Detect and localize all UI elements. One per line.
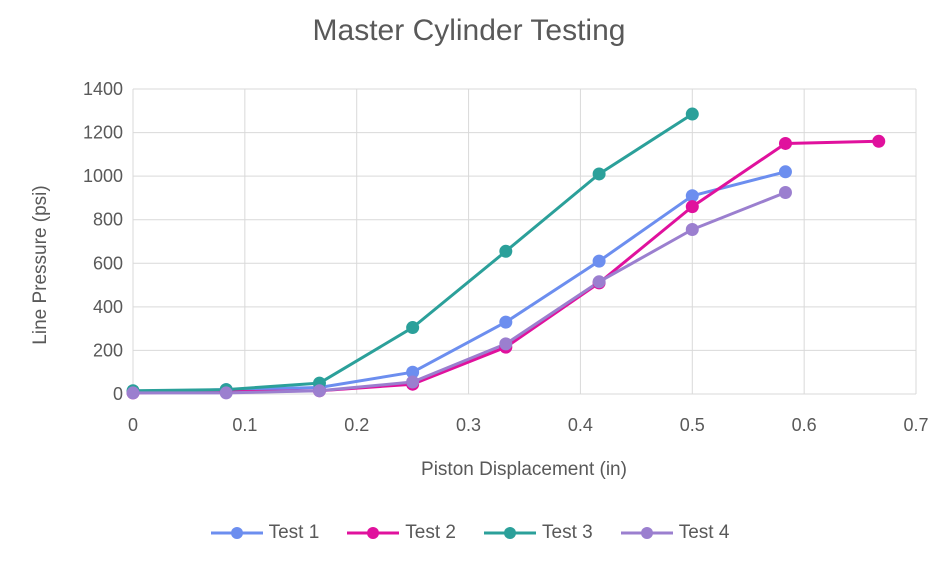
data-point-test-4 [312,384,326,398]
legend: Test 1 Test 2 Test 3 Test 4 [0,522,938,544]
x-tick-label: 0.5 [680,415,705,435]
x-tick-label: 0 [128,415,138,435]
y-tick-label: 800 [93,210,123,230]
y-axis-label: Line Pressure (psi) [30,185,51,344]
legend-swatch [210,527,263,539]
legend-item: Test 2 [345,522,456,544]
legend-label: Test 1 [268,522,320,543]
x-axis-label: Piston Displacement (in) [421,459,627,480]
y-tick-label: 1000 [83,166,123,186]
legend-swatch [484,527,536,539]
series-line-test-3 [131,112,694,393]
y-tick-label: 1200 [83,123,123,143]
x-tick-label: 0.7 [903,415,928,435]
data-point-test-3 [685,107,699,121]
y-tick-label: 400 [93,297,123,317]
x-tick-labels: 0 0.1 0.2 0.3 0.4 0.5 0.6 0.7 [128,415,929,435]
data-point-test-2 [872,134,886,148]
series-markers [126,107,886,400]
data-point-test-4 [592,275,606,289]
x-tick-label: 0.6 [792,415,817,435]
data-point-test-4 [126,386,140,400]
data-point-test-1 [685,189,699,203]
data-point-test-2 [778,136,792,150]
data-point-test-1 [406,365,420,379]
data-point-test-4 [685,223,699,237]
legend-swatch [347,527,400,539]
legend-item: Test 1 [209,522,320,544]
series-line-test-4 [131,191,787,395]
y-tick-label: 0 [113,384,123,404]
data-point-test-1 [592,254,606,268]
chart-title: Master Cylinder Testing [312,14,626,47]
legend-label: Test 2 [405,522,456,543]
data-point-test-1 [778,165,792,179]
data-point-test-1 [499,315,513,329]
data-point-test-4 [499,337,513,351]
legend-label: Test 4 [678,522,730,543]
legend-item: Test 4 [619,522,730,544]
grid-lines [132,88,917,395]
data-point-test-4 [406,375,420,389]
y-tick-label: 1400 [83,79,123,99]
data-point-test-2 [685,200,699,214]
x-tick-label: 0.2 [344,415,369,435]
legend-swatch [620,527,673,539]
data-point-test-4 [219,386,233,400]
legend-label: Test 3 [542,522,593,543]
y-tick-labels: 0 200 400 600 800 1000 1200 1400 [83,79,123,404]
x-tick-label: 0.3 [456,415,481,435]
legend-item: Test 3 [482,522,593,544]
x-tick-label: 0.1 [232,415,257,435]
data-point-test-3 [406,321,420,335]
x-tick-label: 0.4 [568,415,593,435]
y-tick-label: 200 [93,340,123,360]
data-point-test-4 [778,185,792,199]
y-tick-label: 600 [93,253,123,273]
data-point-test-3 [499,244,513,258]
data-point-test-3 [592,167,606,181]
